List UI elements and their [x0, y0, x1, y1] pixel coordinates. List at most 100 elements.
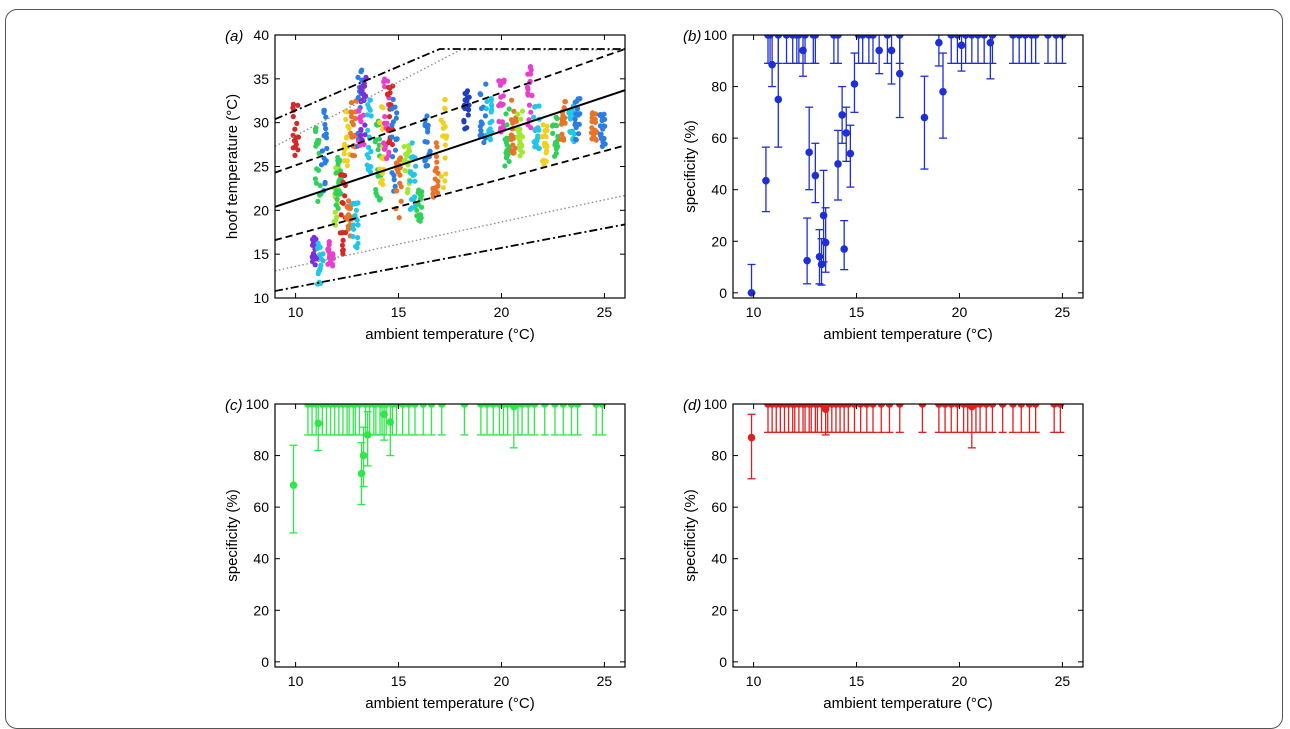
data-point — [875, 46, 883, 55]
data-point — [527, 64, 534, 70]
plot-area — [275, 48, 625, 292]
y-tick-label: 60 — [711, 130, 727, 146]
data-point — [335, 161, 341, 167]
data-point — [442, 124, 448, 130]
data-point — [433, 153, 440, 160]
data-point — [856, 404, 865, 408]
x-tick-label: 10 — [288, 304, 304, 320]
data-point — [295, 102, 301, 108]
x-tick-label: 20 — [952, 673, 968, 689]
data-point — [573, 125, 579, 131]
data-point — [519, 134, 526, 140]
data-point — [988, 404, 997, 408]
data-point — [366, 155, 372, 161]
data-point — [363, 431, 372, 439]
data-point — [487, 126, 493, 132]
data-point — [503, 404, 512, 408]
panel-label: (a) — [225, 28, 243, 45]
data-point — [355, 95, 361, 101]
panel-a: 10 15 20 25 10 15 20 25 30 35 40 ambient temperatur… — [224, 27, 626, 343]
data-point — [312, 262, 318, 268]
data-point — [550, 122, 556, 128]
data-point — [821, 405, 830, 413]
data-point — [539, 158, 546, 164]
data-point — [313, 180, 319, 186]
data-point — [440, 185, 446, 191]
data-point — [589, 125, 595, 131]
data-point — [349, 152, 355, 158]
data-point — [799, 46, 807, 55]
data-point — [359, 451, 368, 460]
data-point — [290, 113, 296, 120]
data-point — [366, 144, 372, 150]
data-point — [562, 99, 568, 105]
data-point — [478, 128, 484, 134]
data-point — [572, 120, 579, 126]
data-point — [589, 119, 595, 125]
y-tick-label: 20 — [253, 202, 269, 218]
data-point — [389, 154, 396, 160]
x-tick-label: 25 — [597, 304, 613, 320]
data-point — [424, 139, 430, 145]
data-point — [842, 129, 851, 137]
data-point — [534, 138, 540, 144]
data-point — [337, 168, 343, 174]
data-point — [365, 127, 371, 133]
data-point — [543, 134, 549, 140]
data-point — [536, 127, 542, 133]
data-point — [432, 168, 438, 174]
data-point — [974, 35, 982, 39]
data-point — [407, 178, 413, 184]
data-point — [405, 404, 413, 408]
data-point — [513, 118, 519, 124]
data-point — [386, 139, 392, 146]
data-point — [982, 404, 991, 408]
data-point — [368, 113, 374, 119]
data-point — [290, 145, 296, 151]
data-point — [505, 152, 511, 158]
x-axis-label: ambient temperature (°C) — [365, 326, 534, 343]
data-point — [747, 289, 756, 297]
x-axis-label: ambient temperature (°C) — [365, 695, 534, 712]
data-point — [442, 97, 448, 103]
data-point — [339, 199, 345, 206]
data-point — [423, 163, 429, 169]
y-tick-label: 20 — [711, 233, 727, 249]
x-tick-label: 25 — [1055, 673, 1071, 689]
data-point — [550, 130, 556, 136]
data-point — [348, 100, 355, 106]
data-point — [358, 126, 364, 133]
data-point — [863, 404, 871, 408]
data-point — [327, 260, 333, 266]
y-tick-label: 40 — [253, 27, 269, 43]
data-point — [386, 418, 395, 426]
data-point — [415, 190, 421, 196]
data-point — [528, 109, 534, 115]
x-axis-label: ambient temperature (°C) — [823, 695, 992, 712]
data-point — [434, 159, 440, 165]
data-point — [321, 107, 327, 113]
data-point — [516, 129, 522, 136]
data-point — [574, 106, 581, 112]
data-point — [413, 163, 419, 169]
data-point — [511, 108, 517, 114]
data-point — [554, 115, 560, 122]
x-tick-label: 20 — [494, 304, 510, 320]
data-point — [998, 404, 1007, 408]
data-point — [793, 35, 801, 39]
data-point — [443, 171, 449, 177]
y-tick-label: 25 — [253, 159, 269, 175]
x-axis-label: ambient temperature (°C) — [823, 326, 992, 343]
interval-line-dashdot — [275, 223, 625, 292]
data-point — [317, 183, 323, 189]
y-tick-label: 0 — [719, 285, 727, 301]
data-point — [352, 115, 358, 121]
y-tick-label: 0 — [261, 654, 269, 670]
data-point — [887, 46, 896, 55]
data-point — [462, 105, 468, 111]
data-point — [309, 236, 316, 243]
x-tick-label: 20 — [952, 304, 968, 320]
data-point — [355, 74, 361, 80]
data-point — [442, 142, 448, 148]
data-point — [346, 125, 352, 131]
